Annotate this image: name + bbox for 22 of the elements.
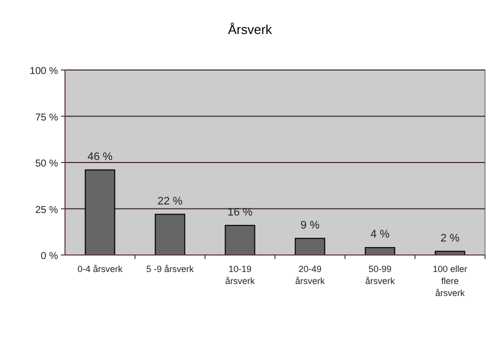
x-tick-label: 100 eller flere årsverk [432, 264, 468, 298]
y-tick-label: 75 % [35, 112, 58, 124]
x-tick-label: 10-19 årsverk [225, 264, 256, 286]
data-label: 4 % [370, 228, 390, 241]
bar [154, 214, 186, 256]
y-tick-label: 0 % [40, 251, 58, 262]
x-tick-label: 20-49 årsverk [295, 264, 326, 286]
bar [294, 238, 326, 256]
x-tick-label: 50-99 årsverk [365, 264, 396, 286]
y-tick-label: 50 % [35, 158, 58, 170]
data-label: 46 % [87, 150, 113, 163]
x-tick-label: 0-4 årsverk [77, 264, 124, 274]
y-tick-label: 100 % [30, 66, 58, 77]
chart-title: Årsverk [228, 22, 273, 37]
bar [84, 169, 116, 256]
data-label: 16 % [227, 206, 253, 218]
x-tick-label: 5 -9 årsverk [146, 264, 194, 274]
bar [224, 224, 256, 256]
data-label: 22 % [157, 195, 183, 208]
y-tick-label: 25 % [35, 204, 58, 216]
data-label: 9 % [300, 219, 320, 232]
data-label: 2 % [440, 232, 460, 244]
